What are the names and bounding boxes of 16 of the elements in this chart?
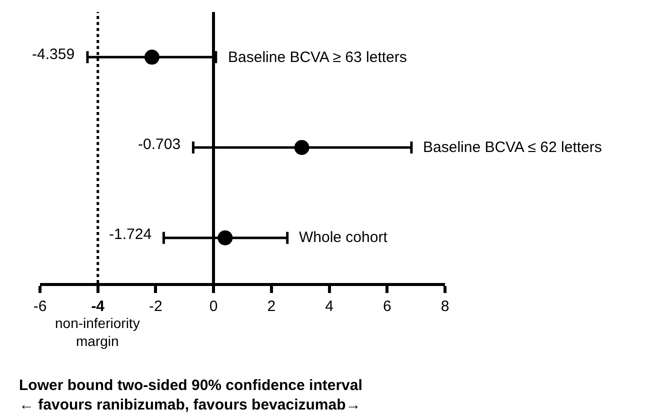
annotation: -4.359 bbox=[32, 46, 75, 63]
annotation: -1.724 bbox=[109, 226, 152, 243]
x-tick-label: 8 bbox=[440, 298, 450, 315]
text: Baseline BCVA ≥ 63 letters bbox=[228, 49, 407, 66]
x-tick-label: -6 bbox=[33, 298, 47, 315]
x-tick-label: 4 bbox=[325, 298, 334, 315]
text: Baseline BCVA ≤ 62 letters bbox=[423, 139, 602, 156]
annotation: -0.703 bbox=[138, 136, 181, 153]
x-tick-label: 2 bbox=[267, 298, 276, 315]
text: non-inferiority margin bbox=[55, 315, 140, 350]
text: Whole cohort bbox=[299, 229, 388, 246]
x-axis-title: Lower bound two-sided 90% confidence interval ← favours ranibizumab, favours bevacizumab→ bbox=[19, 377, 362, 414]
x-tick-label: -4 bbox=[91, 298, 106, 315]
x-tick-label: 6 bbox=[382, 298, 392, 315]
x-tick-label: 0 bbox=[209, 298, 218, 315]
x-tick-label: -2 bbox=[149, 298, 162, 315]
